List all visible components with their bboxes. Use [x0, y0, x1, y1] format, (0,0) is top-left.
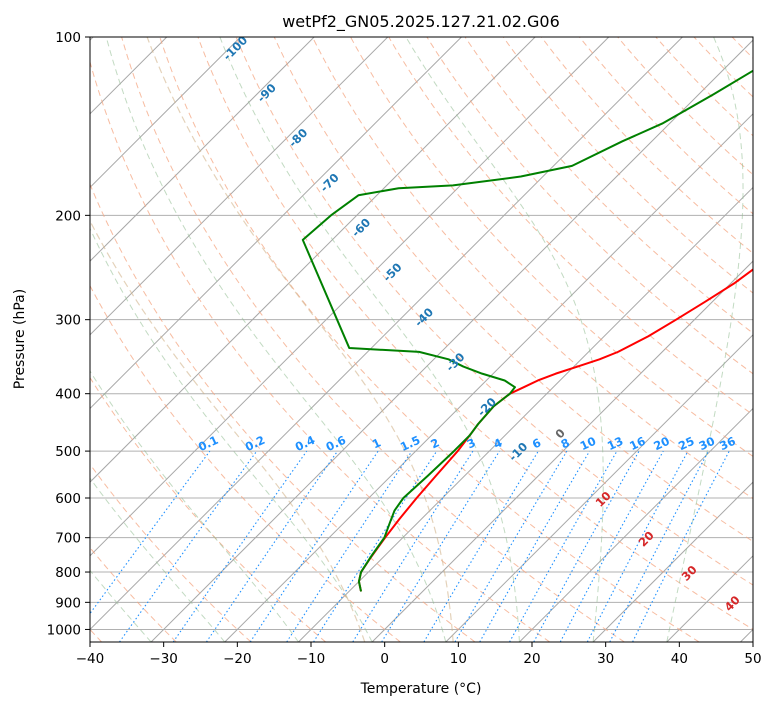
mixing-ratio-line [119, 450, 258, 642]
x-tick-label: 10 [450, 651, 467, 667]
dry-adiabat-line [90, 284, 401, 642]
y-tick-label: 100 [55, 30, 81, 46]
x-tick-label: −10 [297, 651, 326, 667]
mixing-ratio-line [479, 450, 591, 642]
dry-adiabat-line [617, 37, 753, 176]
mixing-ratio-line [533, 450, 640, 642]
mixing-ratio-line [205, 450, 338, 642]
isotherm-gridline [90, 37, 536, 483]
y-tick-label: 500 [55, 444, 81, 460]
mixing-ratio-line [352, 450, 474, 642]
mixing-ratio-line [172, 450, 308, 642]
y-tick-label: 700 [55, 531, 81, 547]
y-tick-label: 800 [55, 565, 81, 581]
mixing-ratio-label: 16 [627, 434, 647, 453]
x-tick-label: −30 [149, 651, 178, 667]
isotherm-gridline [371, 260, 753, 642]
mixing-ratio-label: 20 [651, 434, 671, 453]
moist-adiabat-line [219, 37, 520, 642]
dry-adiabat-line [502, 37, 753, 294]
temperature-profile-line [357, 268, 753, 592]
dry-adiabat-line [90, 60, 551, 642]
line-labels-layer: 0.1 0.2 0.4 0.6 1 1.5 2 3 4 6 8 10 13 16 20 25 30 36-100-… [196, 33, 743, 614]
isotherm-gridline [445, 334, 753, 642]
x-tick-label: 30 [597, 651, 614, 667]
mixing-ratio-label: 30 [697, 434, 717, 453]
y-tick-label: 200 [55, 208, 81, 224]
y-tick-label: 1000 [47, 622, 81, 638]
background-lines-layer [90, 37, 753, 642]
mixing-ratio-line [454, 450, 568, 642]
mixing-ratio-line [90, 450, 211, 615]
isotherm-gridline [592, 481, 753, 642]
x-tick-label: 20 [523, 651, 540, 667]
y-tick-label: 600 [55, 491, 81, 507]
reference-curve-line [146, 37, 454, 642]
isotherm-gridline [90, 37, 241, 189]
dry-adiabat-line [388, 37, 753, 416]
dry-adiabat-line [235, 37, 753, 586]
isotherm-gridline [90, 37, 315, 262]
dry-adiabat-line [579, 37, 753, 215]
moist-adiabat-line [90, 477, 226, 642]
mixing-ratio-line [313, 450, 438, 642]
moist-adiabat-line [405, 37, 604, 642]
isotherm-gridline [90, 37, 610, 557]
moist-adiabat-line [90, 569, 152, 642]
x-axis: −40 −30 −20 −10 0 10 20 30 40 50 [76, 642, 762, 667]
x-axis-label: Temperature (°C) [360, 681, 482, 697]
moist-adiabat-line [90, 227, 373, 642]
x-tick-label: 0 [380, 651, 389, 667]
data-lines-layer [301, 69, 753, 592]
moist-adiabat-line [105, 37, 447, 642]
mixing-ratio-label: 36 [717, 434, 737, 453]
isotherm-gridline [150, 39, 753, 642]
dry-adiabat-line [350, 37, 753, 457]
isotherm-gridline [90, 37, 683, 631]
plot-frame [89, 36, 754, 643]
mixing-ratio-label: 13 [605, 434, 625, 453]
dry-adiabat-line [311, 37, 753, 500]
reference-curve-line [90, 219, 366, 642]
mixing-ratio-line [423, 450, 539, 642]
x-tick-label: 40 [671, 651, 688, 667]
moist-adiabat-line [666, 37, 744, 642]
x-tick-label: −20 [223, 651, 252, 667]
dry-adiabat-line [90, 463, 252, 642]
x-tick-label: −40 [76, 651, 105, 667]
moist-adiabat-line [90, 370, 299, 642]
mixing-ratio-line [559, 450, 664, 642]
y-tick-label: 900 [55, 595, 81, 611]
dry-adiabat-line [159, 37, 700, 642]
isotherm-gridline [90, 37, 389, 336]
mixing-ratio-label: 10 [578, 434, 598, 453]
dewpoint-profile-line [301, 69, 753, 592]
y-axis-label: Pressure (hPa) [12, 289, 28, 389]
mixing-ratio-label: 25 [676, 434, 696, 453]
chart-title: wetPf2_GN05.2025.127.21.02.G06 [282, 12, 560, 32]
y-tick-label: 300 [55, 313, 81, 329]
x-tick-label: 50 [744, 651, 761, 667]
isotherm-gridline [224, 113, 753, 642]
dry-adiabat-line [121, 37, 625, 642]
y-tick-label: 400 [55, 387, 81, 403]
isotherm-gridline [90, 37, 462, 410]
y-axis: 100 200 300 400 500 600 700 800 900 1000 [47, 30, 90, 638]
mixing-ratio-line [381, 450, 500, 642]
isotherm-gridline [519, 407, 753, 642]
dry-adiabat-line [464, 37, 753, 334]
mixing-ratio-line [509, 450, 618, 642]
dry-adiabat-line [197, 37, 753, 631]
